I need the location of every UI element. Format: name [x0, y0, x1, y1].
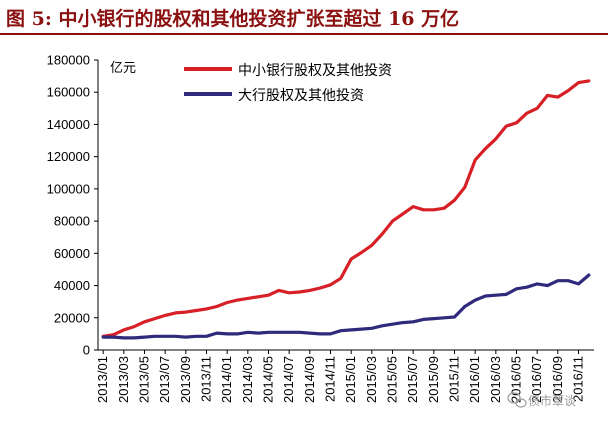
x-tick-label: 2015/01	[343, 356, 358, 403]
x-tick-label: 2014/03	[240, 356, 255, 403]
wechat-icon	[507, 392, 527, 408]
legend-label-series-2: 大行股权及其他投资	[238, 88, 364, 104]
x-tick-label: 2016/01	[467, 356, 482, 403]
series-lines	[101, 79, 591, 340]
x-tick-label: 2013/11	[199, 356, 214, 402]
x-tick-label: 2015/11	[447, 356, 462, 402]
x-tick-label: 2013/01	[95, 356, 110, 403]
x-tick-labels: 2013/01 2013/03 2013/05 2013/07 2013/09 2013/…	[95, 356, 585, 403]
x-tick-label: 2016/03	[488, 356, 503, 403]
legend-label-series-1: 中小银行股权及其他投资	[238, 63, 392, 79]
y-tick-label: 80000	[54, 214, 90, 229]
y-tick-labels: 0 20000 40000 60000 80000 100000 120000 140000 1…	[47, 53, 90, 358]
y-tick-label: 160000	[47, 85, 90, 100]
title-divider	[0, 33, 608, 35]
x-tick-label: 2014/05	[261, 356, 276, 403]
x-tick-label: 2015/09	[426, 356, 441, 403]
x-tick-label: 2013/07	[157, 356, 172, 403]
figure-title-bar: 图 5: 中小银行的股权和其他投资扩张至超过 16 万亿	[0, 0, 608, 35]
x-tick-label: 2014/07	[281, 356, 296, 403]
x-tick-label: 2013/09	[178, 356, 193, 403]
x-tick-label: 2015/05	[385, 356, 400, 403]
y-tick-label: 140000	[47, 117, 90, 132]
figure-title: 图 5: 中小银行的股权和其他投资扩张至超过 16 万亿	[6, 8, 460, 30]
series-line-1	[101, 79, 591, 338]
y-tick-label: 40000	[54, 278, 90, 293]
x-tick-label: 2016/05	[509, 356, 524, 403]
series-line-2	[101, 273, 591, 340]
x-tick-label: 2013/05	[137, 356, 152, 403]
y-unit-label: 亿元	[110, 61, 136, 76]
watermark-text: 债市覃谈	[528, 393, 576, 408]
x-tick-label: 2015/07	[405, 356, 420, 403]
y-tick-label: 100000	[47, 181, 90, 196]
x-tick-label: 2014/01	[219, 356, 234, 403]
x-tick-label: 2014/09	[302, 356, 317, 403]
legend: 中小银行股权及其他投资 大行股权及其他投资	[184, 63, 392, 104]
y-tick-label: 20000	[54, 310, 90, 325]
y-tick-label: 60000	[54, 246, 90, 261]
x-tick-label: 2016/07	[529, 356, 544, 403]
x-tick-label: 2016/11	[571, 356, 586, 402]
x-tick-label: 2013/03	[116, 356, 131, 403]
chart-axes	[94, 59, 594, 354]
y-tick-label: 0	[83, 343, 90, 358]
x-tick-label: 2016/09	[550, 356, 565, 403]
y-tick-label: 120000	[47, 149, 90, 164]
x-tick-label: 2015/03	[364, 356, 379, 403]
y-tick-label: 180000	[47, 53, 90, 68]
x-tick-label: 2014/11	[323, 356, 338, 402]
